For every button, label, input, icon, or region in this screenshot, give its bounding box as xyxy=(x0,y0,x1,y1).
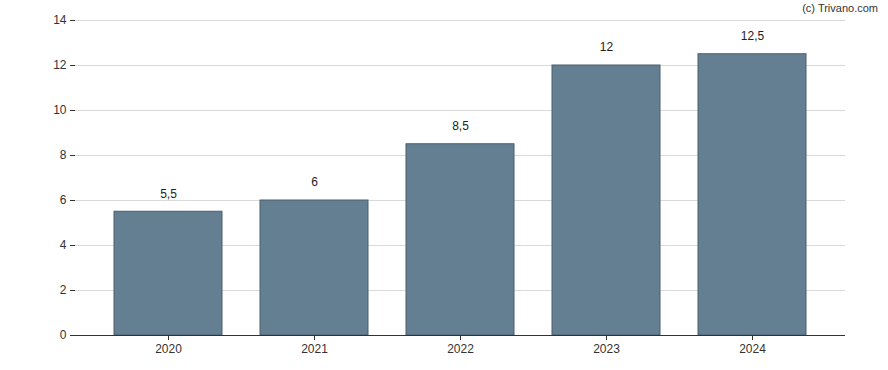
html-text:(c) Trivano.com: (c) Trivano.com xyxy=(802,2,878,14)
svg-text:2024: 2024 xyxy=(739,342,766,356)
svg-text:4: 4 xyxy=(60,238,67,252)
svg-text:8,5: 8,5 xyxy=(452,119,469,133)
svg-text:2022: 2022 xyxy=(447,342,474,356)
svg-text:5,5: 5,5 xyxy=(160,187,177,201)
svg-text:10: 10 xyxy=(53,103,67,117)
svg-text:8: 8 xyxy=(60,148,67,162)
svg-text:0: 0 xyxy=(60,328,67,342)
svg-text:2023: 2023 xyxy=(593,342,620,356)
svg-text:6: 6 xyxy=(60,193,67,207)
svg-text:12: 12 xyxy=(53,58,67,72)
svg-text:2021: 2021 xyxy=(301,342,328,356)
svg-text:2: 2 xyxy=(60,283,67,297)
svg-text:12: 12 xyxy=(600,40,614,54)
svg-text:2020: 2020 xyxy=(155,342,182,356)
svg-text:12,5: 12,5 xyxy=(741,29,765,43)
svg-text:14: 14 xyxy=(53,13,67,27)
svg-text:6: 6 xyxy=(311,175,318,189)
